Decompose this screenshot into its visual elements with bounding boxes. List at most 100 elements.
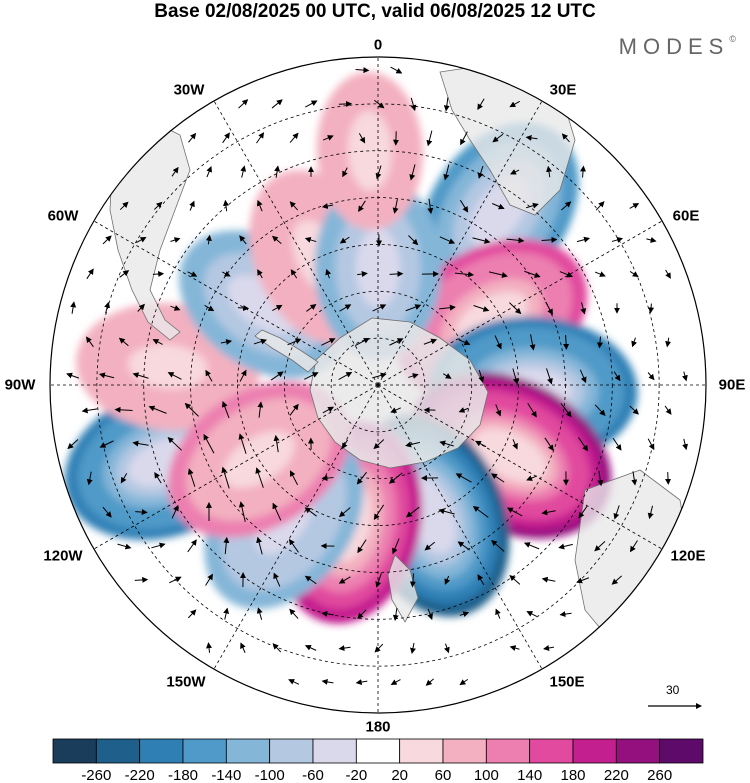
wind-vector xyxy=(646,237,657,243)
wind-vector xyxy=(442,373,452,379)
brand-text: MODES xyxy=(618,34,730,59)
wind-vector xyxy=(67,439,79,450)
wind-vector xyxy=(321,203,334,209)
lon-label-120w: 120W xyxy=(43,547,83,565)
wind-vector xyxy=(304,236,317,243)
wind-vector xyxy=(257,269,263,279)
wind-vector xyxy=(454,271,475,278)
wind-vector xyxy=(647,372,655,381)
colorbar-label: 100 xyxy=(474,767,499,783)
wind-vector xyxy=(154,201,163,210)
wind-vector xyxy=(389,270,404,277)
wind-vector xyxy=(272,502,282,521)
wind-vector xyxy=(524,270,541,278)
wind-vector xyxy=(81,407,98,414)
wind-vector xyxy=(405,304,422,312)
wind-vector xyxy=(408,373,419,379)
wind-vector xyxy=(220,339,233,345)
wind-vector xyxy=(357,539,367,554)
wind-vector xyxy=(119,201,129,211)
wind-vector xyxy=(576,236,591,243)
wind-vector xyxy=(545,301,553,316)
wind-vector xyxy=(611,237,624,243)
lon-label-150e: 150E xyxy=(549,673,585,691)
wind-vector xyxy=(491,473,505,483)
wind-vector xyxy=(372,304,387,312)
wind-vector xyxy=(321,338,336,346)
colorbar-swatch xyxy=(225,738,271,764)
meridian-line xyxy=(213,384,379,670)
colorbar-swatch xyxy=(485,738,531,764)
wind-vector xyxy=(120,473,128,484)
lon-label-150w: 150W xyxy=(166,673,206,691)
wind-vector xyxy=(134,576,149,583)
wind-vector xyxy=(355,67,370,74)
wind-vector xyxy=(439,236,456,244)
wind-vector xyxy=(541,236,558,243)
wind-vector xyxy=(289,403,299,416)
wind-vector xyxy=(169,576,182,584)
meridian-line xyxy=(93,220,379,386)
wind-vector xyxy=(580,165,587,178)
wind-vector xyxy=(270,371,284,381)
antarctica-land xyxy=(309,317,489,469)
wind-vector xyxy=(167,437,183,451)
wind-vector xyxy=(86,471,93,486)
colorbar-swatch xyxy=(139,738,184,764)
wind-vector xyxy=(405,506,420,518)
wind-vector xyxy=(304,372,319,380)
colorbar-swatch xyxy=(442,738,487,764)
wind-vector xyxy=(206,642,212,653)
wind-vector xyxy=(460,131,468,146)
wind-vector xyxy=(613,505,620,520)
wind-vector xyxy=(409,573,416,588)
wind-vector xyxy=(597,470,604,487)
wind-vector xyxy=(559,611,572,618)
wind-vector xyxy=(187,539,197,553)
wind-vector xyxy=(171,166,179,177)
wind-vector xyxy=(222,199,229,212)
wind-vector xyxy=(578,437,589,452)
wind-vector xyxy=(426,130,433,147)
wind-vector xyxy=(240,642,246,653)
wind-vector xyxy=(631,337,637,348)
wind-vector xyxy=(223,536,230,555)
wind-vector xyxy=(409,164,416,181)
lon-label-0: 0 xyxy=(373,36,383,54)
wind-vector xyxy=(509,574,521,585)
wind-vector xyxy=(506,237,525,244)
latitude-circle xyxy=(330,337,426,433)
wind-vector xyxy=(99,440,114,448)
colorbar-swatch xyxy=(529,738,574,764)
wind-vector xyxy=(373,439,385,450)
colorbar-swatch xyxy=(95,738,141,764)
wind-vector xyxy=(375,165,382,180)
wind-vector xyxy=(148,405,167,414)
wind-vector xyxy=(459,611,470,618)
wind-vector xyxy=(167,372,182,380)
colorbar-swatch xyxy=(52,738,97,764)
wind-vector xyxy=(455,473,472,483)
wind-vector xyxy=(529,334,536,351)
wind-vector xyxy=(221,401,230,419)
wind-vector xyxy=(512,439,518,450)
wind-vector xyxy=(272,304,283,312)
wind-vector xyxy=(189,200,195,211)
wind-vector xyxy=(424,541,436,551)
wind-vector xyxy=(459,199,469,213)
wind-vector xyxy=(237,305,250,311)
colorbar-swatch xyxy=(615,738,661,764)
colorbar-swatch xyxy=(182,738,227,764)
wind-vector xyxy=(509,100,521,108)
meridian-line xyxy=(93,384,379,550)
wind-vector xyxy=(325,268,332,279)
colorbar-label: 180 xyxy=(560,767,585,783)
colorbar-swatch xyxy=(572,738,617,764)
wind-vector xyxy=(70,301,77,314)
wind-vector xyxy=(338,507,351,518)
wind-vector xyxy=(289,201,299,211)
wind-vector xyxy=(612,437,622,451)
wind-vector xyxy=(491,539,505,552)
colorbar-label: 140 xyxy=(517,767,542,783)
wind-vector xyxy=(408,235,419,246)
